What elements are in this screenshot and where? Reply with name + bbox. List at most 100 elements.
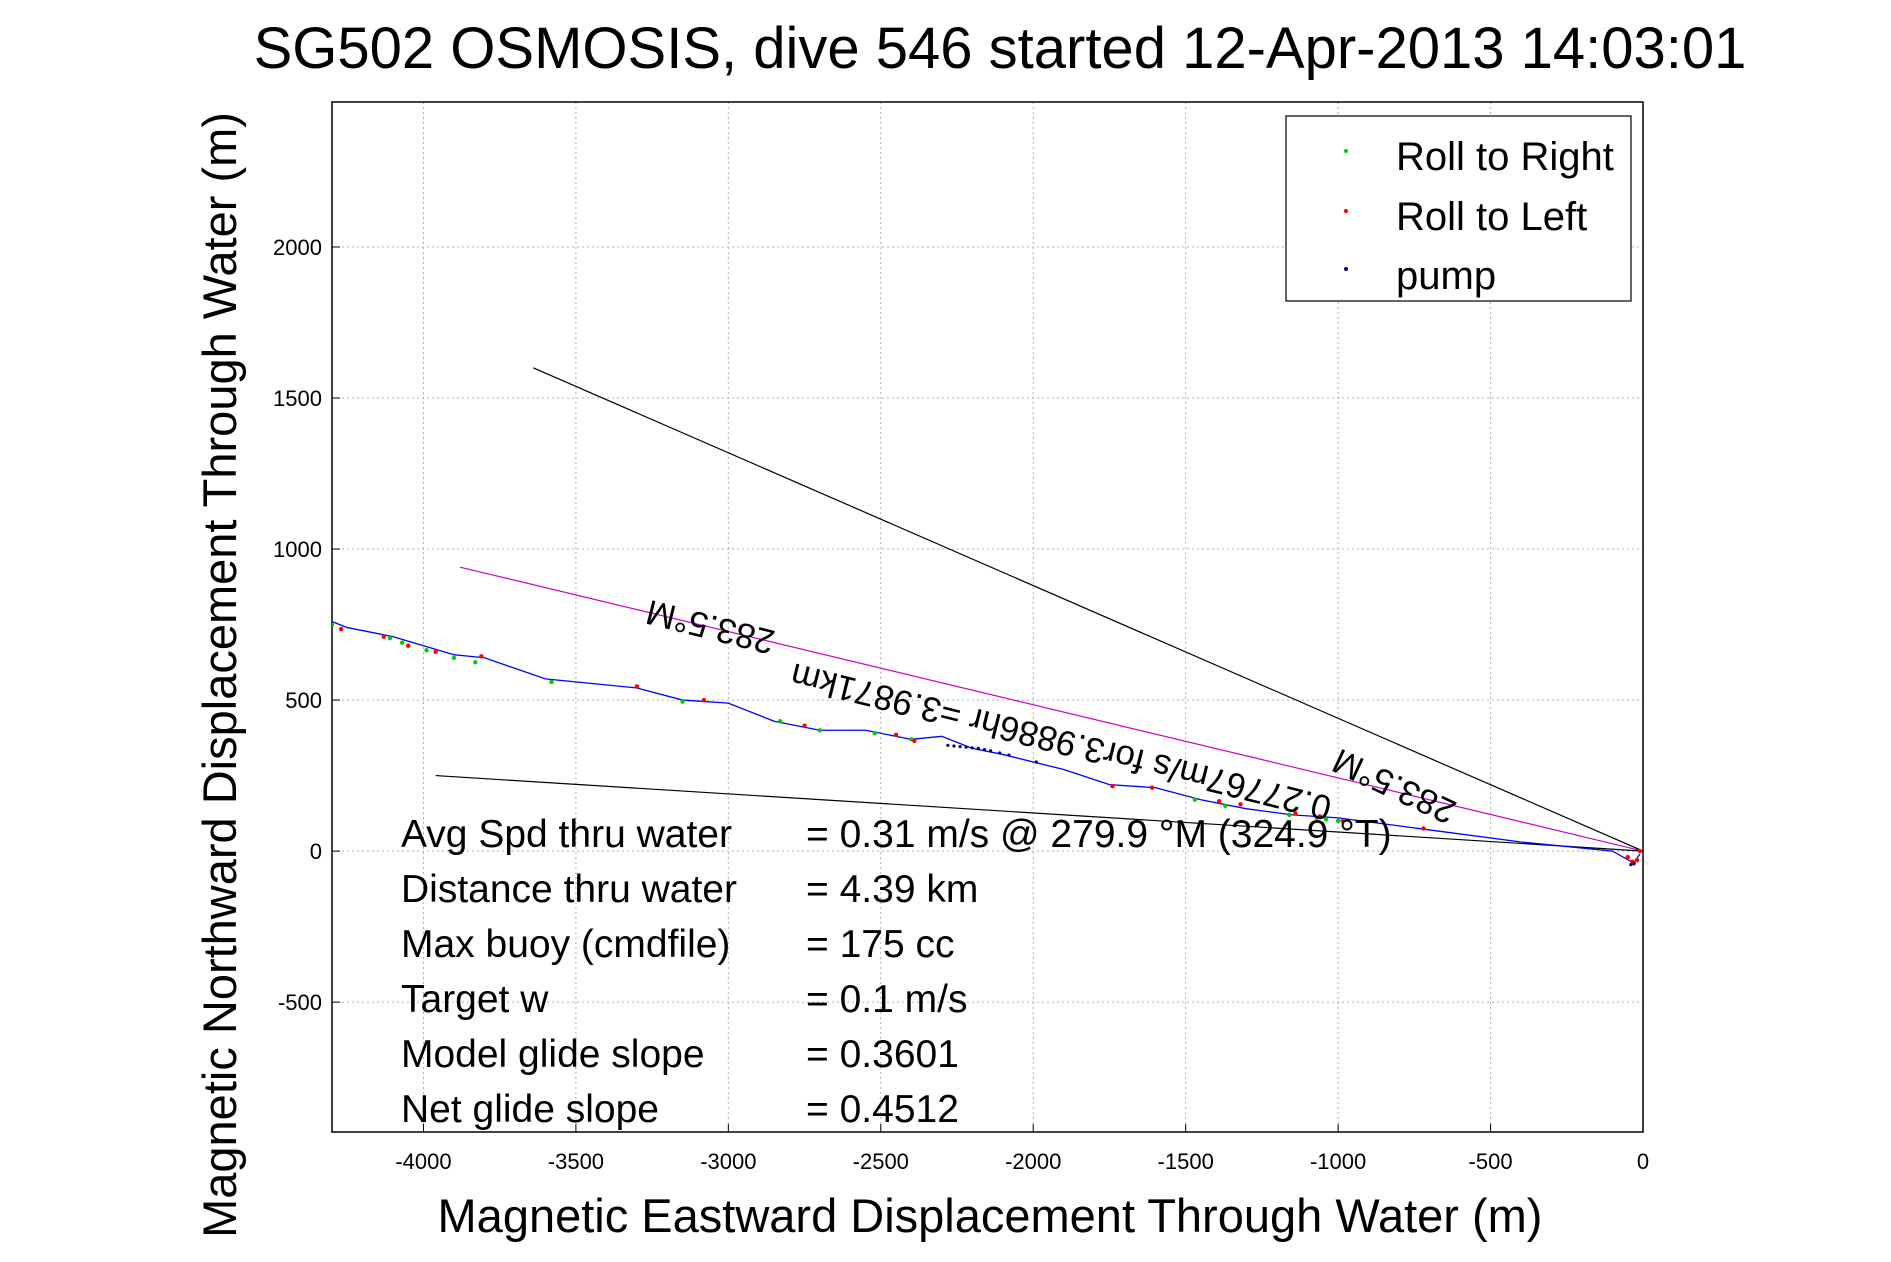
point-roll-to-left xyxy=(1634,857,1640,863)
point-roll-to-right xyxy=(1287,812,1292,818)
track-line xyxy=(332,620,1641,865)
point-pump xyxy=(952,744,956,748)
point-roll-to-right xyxy=(1323,817,1329,822)
stat-value: = 0.31 m/s @ 279.9 °M (324.9 °T) xyxy=(806,813,1392,856)
point-pump xyxy=(964,745,968,749)
point-roll-to-left xyxy=(1421,826,1426,831)
point-roll-to-right xyxy=(680,699,685,704)
legend-label-pump: pump xyxy=(1396,254,1496,298)
point-roll-to-right xyxy=(549,679,554,685)
point-roll-to-left xyxy=(479,654,484,659)
point-pump xyxy=(988,749,993,753)
point-roll-to-right xyxy=(332,622,335,627)
point-roll-to-left xyxy=(802,723,807,728)
point-roll-to-right xyxy=(872,731,877,736)
point-pump xyxy=(982,748,987,752)
point-roll-to-right xyxy=(387,635,393,641)
stat-value: = 175 cc xyxy=(806,923,955,966)
x-tick-label: -500 xyxy=(1469,1149,1513,1174)
point-roll-to-right xyxy=(473,660,478,665)
y-ticks: -500 0 500 1000 1500 2000 xyxy=(273,235,340,1015)
point-roll-to-right xyxy=(424,648,429,653)
point-roll-to-left xyxy=(1625,854,1630,860)
legend-label-roll-left: Roll to Left xyxy=(1396,195,1587,239)
point-roll-to-left xyxy=(1293,811,1298,816)
x-tick-label: -2500 xyxy=(853,1149,909,1174)
legend-marker-roll-right xyxy=(1344,149,1348,153)
point-pump xyxy=(970,746,974,750)
point-pump xyxy=(998,751,1002,755)
x-axis-label: Magnetic Eastward Displacement Through W… xyxy=(438,1189,1543,1242)
heading-annotation: 283.5°M xyxy=(642,592,778,661)
point-roll-to-left xyxy=(1317,814,1323,819)
point-roll-to-left xyxy=(634,684,640,689)
stats-block: Avg Spd thru water = 0.31 m/s @ 279.9 °M … xyxy=(401,813,1392,1131)
x-tick-label: -2000 xyxy=(1005,1149,1061,1174)
point-roll-to-left xyxy=(893,732,899,738)
y-tick-label: -500 xyxy=(278,990,322,1015)
line-cone-upper xyxy=(532,367,1643,852)
y-tick-label: 1500 xyxy=(273,386,322,411)
stat-label: Target w xyxy=(401,978,549,1021)
point-pump xyxy=(976,746,980,750)
point-roll-to-right xyxy=(1223,803,1228,808)
stat-label: Distance thru water xyxy=(401,868,737,911)
point-roll-to-left xyxy=(1217,799,1222,804)
points xyxy=(332,622,1643,867)
point-roll-to-left xyxy=(1637,848,1643,854)
point-pump xyxy=(958,744,962,749)
annotations: 283.5°M0.27767m/s for3.9886hr =3.9871km2… xyxy=(642,592,1462,831)
point-roll-to-left xyxy=(1238,802,1243,807)
x-tick-label: -1000 xyxy=(1310,1149,1366,1174)
point-pump xyxy=(946,743,950,747)
stat-label: Model glide slope xyxy=(401,1033,705,1076)
point-roll-to-right xyxy=(399,640,405,645)
legend-marker-pump xyxy=(1344,267,1348,271)
y-axis-label: Magnetic Northward Displacement Through … xyxy=(193,112,246,1238)
point-pump xyxy=(1629,863,1633,867)
point-roll-to-left xyxy=(912,738,917,744)
point-pump xyxy=(1632,862,1636,866)
x-tick-label: -3000 xyxy=(700,1149,756,1174)
point-roll-to-left xyxy=(433,649,438,654)
x-tick-label: -1500 xyxy=(1158,1149,1214,1174)
point-roll-to-left xyxy=(1340,818,1345,824)
point-roll-to-left xyxy=(1149,785,1155,790)
point-roll-to-left xyxy=(406,643,411,648)
y-tick-label: 500 xyxy=(285,688,322,713)
stat-value: = 0.1 m/s xyxy=(806,978,967,1021)
point-roll-to-right xyxy=(1192,797,1198,802)
stat-label: Net glide slope xyxy=(401,1088,659,1131)
x-ticks: -4000 -3500 -3000 -2500 -2000 -1500 -1000 -500 0 xyxy=(395,1124,1649,1174)
line-heading xyxy=(459,566,1643,852)
y-tick-label: 2000 xyxy=(273,235,322,260)
stat-label: Avg Spd thru water xyxy=(401,813,732,856)
legend: Roll to Right Roll to Left pump xyxy=(1285,115,1632,302)
point-roll-to-right xyxy=(817,728,823,733)
y-tick-label: 0 xyxy=(310,839,322,864)
guide-lines xyxy=(435,367,1643,852)
point-roll-to-right xyxy=(1335,818,1341,824)
point-roll-to-right xyxy=(451,655,457,660)
point-roll-to-left xyxy=(701,697,707,703)
line-cone-lower xyxy=(435,774,1643,852)
legend-label-roll-right: Roll to Right xyxy=(1396,135,1614,179)
y-tick-label: 1000 xyxy=(273,537,322,562)
track xyxy=(332,620,1641,865)
x-tick-label: -3500 xyxy=(548,1149,604,1174)
chart-title: SG502 OSMOSIS, dive 546 started 12-Apr-2… xyxy=(254,16,1747,81)
point-roll-to-right xyxy=(777,719,783,724)
point-roll-to-left xyxy=(338,626,344,632)
point-pump xyxy=(1034,760,1038,764)
x-tick-label: 0 xyxy=(1637,1149,1649,1174)
point-roll-to-left xyxy=(381,634,387,639)
stat-value: = 0.4512 xyxy=(806,1088,959,1131)
stat-label: Max buoy (cmdfile) xyxy=(401,923,730,966)
point-pump xyxy=(1007,753,1011,757)
stat-value: = 4.39 km xyxy=(806,868,978,911)
point-roll-to-left xyxy=(1110,783,1115,789)
stat-value: = 0.3601 xyxy=(806,1033,959,1076)
plot-frame xyxy=(331,101,1644,1133)
legend-marker-roll-left xyxy=(1344,209,1348,213)
